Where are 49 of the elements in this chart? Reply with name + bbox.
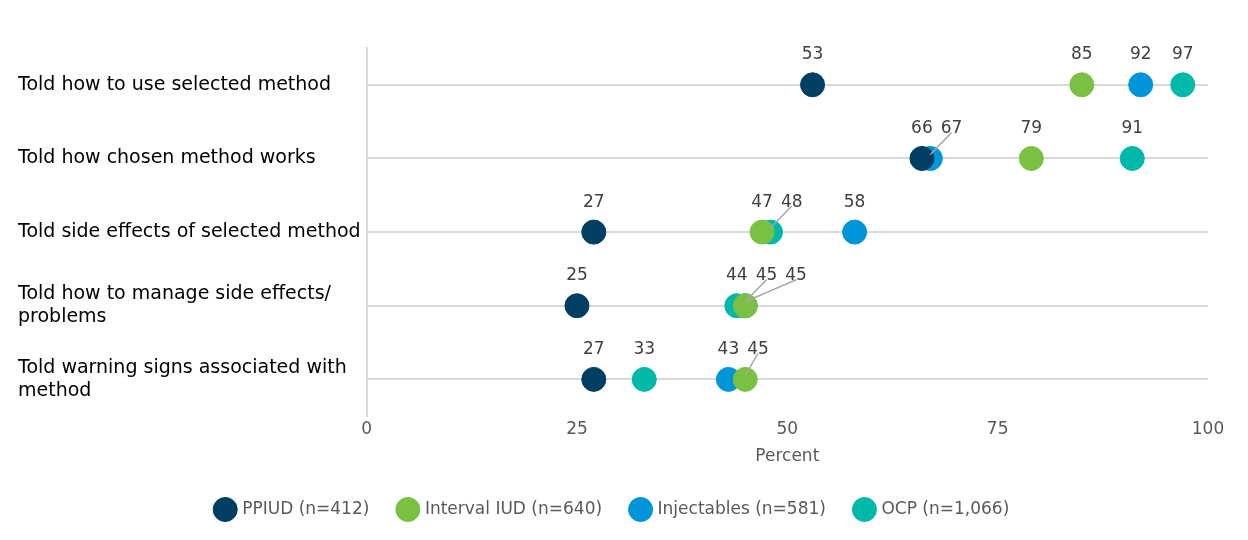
point bbox=[581, 366, 607, 392]
x-tick-label: 25 bbox=[566, 417, 588, 438]
data-label: 47 bbox=[751, 190, 773, 211]
y-tick-label: Told how to manage side effects/ problems bbox=[17, 281, 332, 327]
data-label: 92 bbox=[1129, 43, 1152, 64]
x-tick-label: 0 bbox=[361, 417, 373, 438]
legend-label: Interval IUD (n=640) bbox=[424, 497, 603, 518]
point bbox=[631, 366, 657, 392]
point bbox=[1170, 72, 1196, 98]
data-label: 27 bbox=[582, 190, 605, 211]
data-label: 58 bbox=[843, 190, 866, 211]
data-label: 85 bbox=[1070, 43, 1093, 64]
y-tick-label: Told how to use selected method bbox=[17, 71, 332, 94]
data-label: 45 bbox=[747, 337, 769, 358]
data-label: 27 bbox=[582, 337, 605, 358]
data-label: 67 bbox=[940, 116, 963, 137]
x-tick-label: 50 bbox=[776, 417, 799, 438]
point bbox=[909, 145, 935, 171]
y-tick-label: Told side effects of selected method bbox=[17, 219, 361, 242]
y-tick-label: Told how chosen method works bbox=[17, 145, 316, 168]
point bbox=[732, 366, 758, 392]
data-label: 45 bbox=[755, 264, 778, 285]
x-tick-label: 75 bbox=[986, 417, 1009, 438]
point bbox=[1119, 145, 1145, 171]
point bbox=[1128, 72, 1154, 98]
data-label: 25 bbox=[566, 264, 588, 285]
data-label: 53 bbox=[801, 43, 824, 64]
point bbox=[1069, 72, 1095, 98]
data-label: 91 bbox=[1121, 116, 1144, 137]
point bbox=[581, 219, 607, 245]
data-label: 66 bbox=[911, 116, 933, 137]
point bbox=[749, 219, 775, 245]
data-label: 44 bbox=[726, 264, 748, 285]
data-label: 45 bbox=[785, 264, 807, 285]
data-label: 43 bbox=[717, 337, 740, 358]
data-label: 79 bbox=[1020, 116, 1043, 137]
point bbox=[842, 219, 868, 245]
data-label: 97 bbox=[1171, 43, 1194, 64]
x-axis-title: Percent bbox=[755, 445, 820, 466]
legend-label: OCP (n=1,066) bbox=[881, 497, 1010, 518]
legend-label: PPIUD (n=412) bbox=[242, 497, 370, 518]
data-label: 48 bbox=[780, 190, 803, 211]
legend-label: Injectables (n=581) bbox=[657, 497, 826, 518]
y-tick-label: Told warning signs associated with method bbox=[17, 354, 347, 400]
point bbox=[1018, 145, 1044, 171]
data-label: 33 bbox=[633, 337, 656, 358]
point bbox=[800, 72, 826, 98]
x-tick-label: 100 bbox=[1191, 417, 1225, 438]
point bbox=[564, 293, 590, 319]
